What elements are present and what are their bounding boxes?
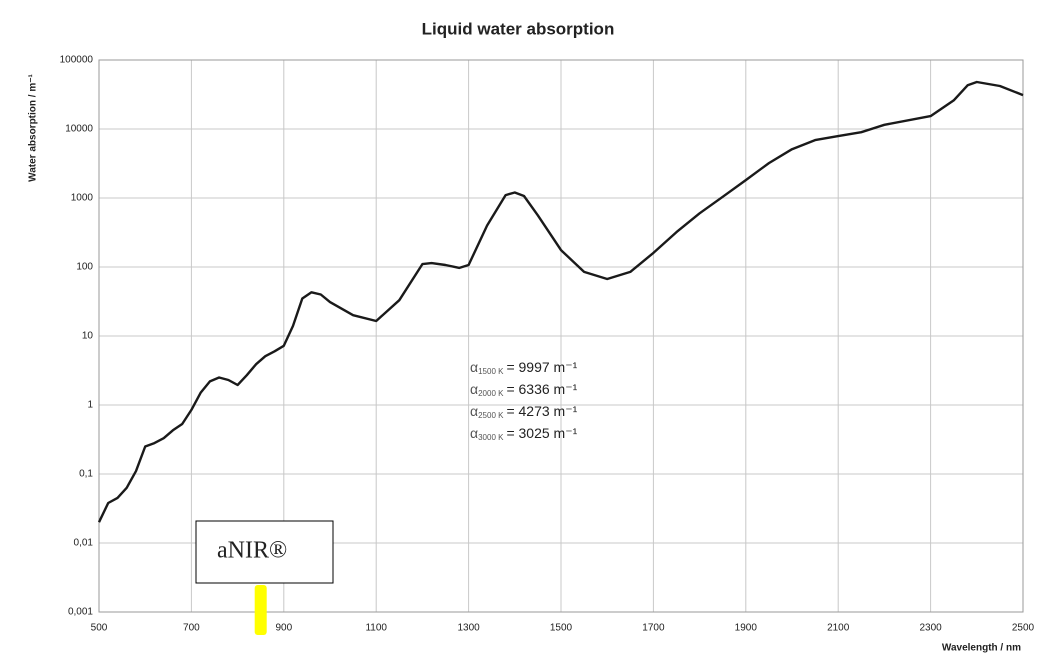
x-tick-label: 2100 <box>827 623 850 634</box>
annotation-text: = 9997 m⁻¹ <box>506 359 577 375</box>
highlight-marker <box>254 585 267 635</box>
annotation-text: = 6336 m⁻¹ <box>506 381 577 397</box>
x-tick-label: 1500 <box>550 623 573 634</box>
annotation-text: = 3025 m⁻¹ <box>506 425 577 441</box>
y-tick-label: 10000 <box>65 124 93 135</box>
label-box-text: aNIR® <box>217 538 287 564</box>
y-tick-label: 0,1 <box>79 469 93 480</box>
annotation-symbol: α <box>470 403 478 419</box>
annotation: α1500 K = 9997 m⁻¹ <box>470 359 578 376</box>
annotation: α2500 K = 4273 m⁻¹ <box>470 403 578 420</box>
annotation-symbol: α <box>470 425 478 441</box>
chart-title: Liquid water absorption <box>422 19 615 38</box>
x-tick-label: 2300 <box>919 623 942 634</box>
annotation: α3000 K = 3025 m⁻¹ <box>470 425 578 442</box>
y-tick-label: 0,01 <box>74 538 94 549</box>
x-tick-label: 1700 <box>642 623 665 634</box>
annotation-subscript: 1500 K <box>478 367 504 376</box>
annotation-subscript: 3000 K <box>478 433 504 442</box>
y-tick-label: 1000 <box>71 193 94 204</box>
label-box <box>195 520 334 584</box>
plot-border <box>98 59 1024 613</box>
annotation-text: = 4273 m⁻¹ <box>506 403 577 419</box>
x-tick-label: 2500 <box>1012 623 1035 634</box>
data-line <box>97 80 1024 523</box>
y-tick-label: 100000 <box>60 55 94 66</box>
x-tick-label: 1100 <box>365 623 387 634</box>
x-tick-label: 700 <box>183 623 200 634</box>
y-tick-label: 100 <box>76 262 93 273</box>
y-tick-label: 0,001 <box>68 607 93 618</box>
y-tick-label: 10 <box>82 331 94 342</box>
annotation-subscript: 2000 K <box>478 389 504 398</box>
y-axis-label: Water absorption / m⁻¹ <box>28 73 39 181</box>
x-tick-label: 900 <box>275 623 292 634</box>
x-tick-label: 1300 <box>457 623 480 634</box>
annotation: α2000 K = 6336 m⁻¹ <box>470 381 578 398</box>
x-axis-label: Wavelength / nm <box>942 643 1021 654</box>
annotation-symbol: α <box>470 359 478 375</box>
x-tick-label: 1900 <box>735 623 758 634</box>
y-tick-label: 1 <box>87 400 93 411</box>
x-tick-label: 500 <box>91 623 108 634</box>
annotation-subscript: 2500 K <box>478 411 504 420</box>
annotation-symbol: α <box>470 381 478 397</box>
